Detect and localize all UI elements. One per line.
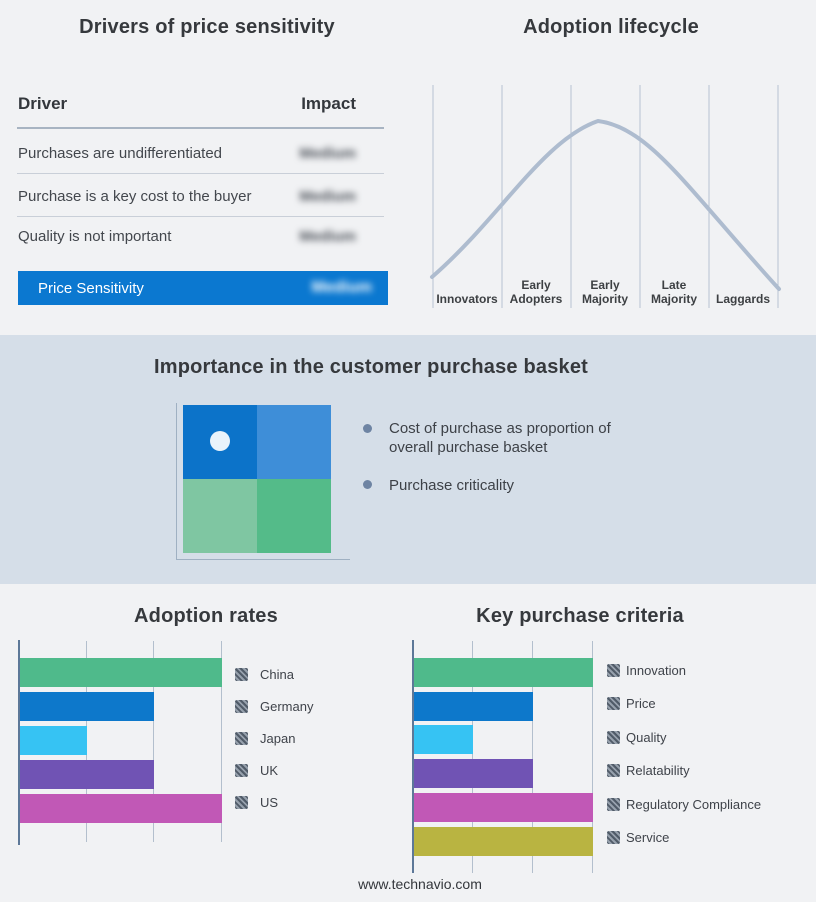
legend-label: China bbox=[260, 666, 294, 682]
legend-label: US bbox=[260, 794, 279, 810]
stage-label-early-adopters: Early Adopters bbox=[509, 278, 563, 306]
purchase-basket-band: Importance in the customer purchase bask… bbox=[0, 335, 816, 584]
adoption-rates-chart bbox=[18, 640, 233, 845]
drivers-panel-title: Drivers of price sensitivity bbox=[79, 16, 335, 38]
website-link[interactable]: www.technavio.com bbox=[358, 876, 482, 892]
legend-label: Price bbox=[626, 696, 656, 712]
legend-item-regulatory-compliance: Regulatory Compliance bbox=[607, 796, 761, 812]
bullet-icon bbox=[363, 424, 372, 433]
bullet-item: Purchase criticality bbox=[389, 477, 515, 494]
header-rule bbox=[17, 127, 384, 129]
legend-label: Quality bbox=[626, 729, 667, 745]
basket-panel-title: Importance in the customer purchase bask… bbox=[153, 356, 589, 378]
bullet-icon bbox=[363, 480, 372, 489]
row-rule bbox=[17, 173, 384, 174]
legend-swatch-hatched bbox=[607, 831, 620, 845]
bar-uk bbox=[20, 760, 154, 789]
bar-regulatory-compliance bbox=[414, 792, 593, 822]
highlight-driver-cell: Price Sensitivity bbox=[38, 279, 144, 297]
legend-item-price: Price bbox=[607, 696, 761, 712]
column-header-impact: Impact bbox=[301, 94, 356, 113]
key-purchase-criteria-chart bbox=[412, 640, 597, 873]
bar-japan bbox=[20, 726, 87, 755]
bar-china bbox=[20, 658, 222, 687]
adoption-rates-legend: China Germany Japan UK US bbox=[235, 666, 313, 810]
legend-item-relatability: Relatability bbox=[607, 763, 761, 779]
y-axis-line bbox=[18, 640, 20, 845]
table-row: Purchases are undifferentiated Medium bbox=[18, 141, 372, 165]
key-purchase-criteria-legend: Innovation Price Quality Relatability Regula… bbox=[607, 662, 761, 846]
impact-cell-blurred: Medium bbox=[299, 187, 356, 205]
gridline bbox=[532, 641, 533, 873]
gridline bbox=[220, 641, 222, 842]
bar-innovation bbox=[414, 658, 593, 687]
lifecycle-panel-title: Adoption lifecycle bbox=[523, 16, 699, 38]
legend-swatch-hatched bbox=[235, 763, 248, 777]
bell-curve bbox=[430, 118, 781, 291]
bar-relatability bbox=[414, 759, 533, 789]
legend-label: Relatability bbox=[626, 763, 690, 779]
row-rule bbox=[17, 216, 384, 217]
impact-cell-blurred: Medium bbox=[299, 144, 356, 162]
driver-cell: Purchase is a key cost to the buyer bbox=[18, 187, 252, 205]
price-sensitivity-highlight-row: Price Sensitivity Medium bbox=[18, 271, 388, 305]
highlight-impact-cell-blurred: Medium bbox=[311, 279, 372, 296]
stage-label-laggards: Laggards bbox=[715, 292, 770, 306]
legend-item-service: Service bbox=[607, 830, 761, 846]
bar-us bbox=[20, 794, 222, 823]
quadrant-top-right bbox=[257, 405, 331, 479]
stage-label-innovators: Innovators bbox=[436, 292, 498, 306]
y-axis-line bbox=[412, 640, 414, 873]
legend-item-quality: Quality bbox=[607, 729, 761, 745]
legend-label: Innovation bbox=[626, 662, 686, 678]
bar-service bbox=[414, 826, 593, 856]
bar-quality bbox=[414, 725, 473, 755]
bar-price bbox=[414, 691, 533, 721]
bar-germany bbox=[20, 692, 154, 721]
driver-cell: Quality is not important bbox=[18, 227, 172, 245]
quadrant-y-axis bbox=[176, 403, 177, 560]
legend-label: Japan bbox=[260, 730, 296, 746]
impact-cell-blurred: Medium bbox=[299, 227, 356, 245]
legend-label: UK bbox=[260, 762, 279, 778]
gridline bbox=[472, 641, 473, 873]
gridline bbox=[592, 641, 593, 873]
drivers-table-header: Driver Impact bbox=[18, 94, 372, 114]
legend-item-innovation: Innovation bbox=[607, 662, 761, 678]
quadrant-bottom-right bbox=[257, 479, 331, 553]
category-separator-lines bbox=[432, 85, 779, 308]
legend-swatch-hatched bbox=[607, 730, 620, 744]
legend-swatch-hatched bbox=[607, 697, 620, 711]
legend-swatch-hatched bbox=[607, 797, 620, 811]
table-row: Quality is not important Medium bbox=[18, 224, 372, 248]
quadrant-x-axis bbox=[176, 559, 350, 560]
legend-item-uk: UK bbox=[235, 762, 313, 778]
quadrant-bottom-left bbox=[183, 479, 257, 553]
legend-swatch-hatched bbox=[235, 667, 248, 681]
legend-label: Regulatory Compliance bbox=[626, 796, 762, 812]
lifecycle-curve-chart bbox=[430, 85, 781, 308]
legend-item-germany: Germany bbox=[235, 698, 313, 714]
legend-swatch-hatched bbox=[235, 699, 248, 713]
legend-swatch-hatched bbox=[235, 731, 248, 745]
driver-cell: Purchases are undifferentiated bbox=[18, 144, 223, 162]
key-purchase-criteria-title: Key purchase criteria bbox=[476, 605, 684, 627]
column-header-driver: Driver bbox=[18, 94, 68, 113]
bullet-item: Cost of purchase as proportion of overal… bbox=[389, 420, 611, 456]
stage-label-late-majority: Late Majority bbox=[650, 278, 697, 306]
legend-item-china: China bbox=[235, 666, 313, 682]
position-marker-dot bbox=[210, 431, 230, 451]
legend-item-japan: Japan bbox=[235, 730, 313, 746]
table-row: Purchase is a key cost to the buyer Medi… bbox=[18, 184, 372, 208]
legend-swatch-hatched bbox=[235, 795, 248, 809]
legend-swatch-hatched bbox=[607, 663, 620, 677]
legend-label: Service bbox=[626, 830, 670, 846]
legend-swatch-hatched bbox=[607, 764, 620, 778]
legend-item-us: US bbox=[235, 794, 313, 810]
gridline bbox=[153, 641, 154, 842]
legend-label: Germany bbox=[260, 698, 314, 714]
stage-label-early-majority: Early Majority bbox=[581, 278, 628, 306]
adoption-rates-title: Adoption rates bbox=[134, 605, 278, 627]
